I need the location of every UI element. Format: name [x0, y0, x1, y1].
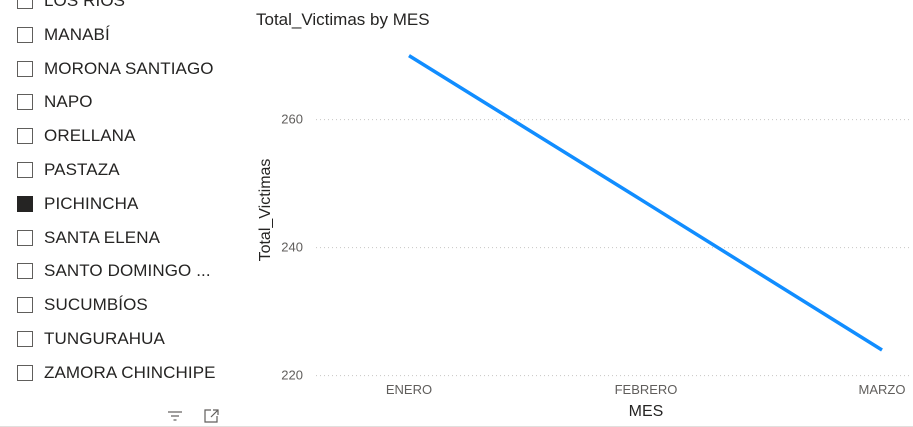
slicer-item-label: LOS RÍOS: [44, 0, 126, 10]
series-line[interactable]: [408, 54, 883, 352]
slicer-item[interactable]: ORELLANA: [17, 123, 136, 149]
slicer-checkbox[interactable]: [17, 297, 33, 314]
slicer-item[interactable]: PASTAZA: [17, 157, 120, 183]
slicer-item[interactable]: TUNGURAHUA: [17, 326, 165, 352]
x-tick-label: MARZO: [859, 382, 906, 397]
slicer-item-label: NAPO: [44, 92, 93, 112]
slicer-footer: [166, 408, 220, 424]
slicer-item-label: MANABÍ: [44, 24, 110, 44]
slicer-item[interactable]: LOS RÍOS: [17, 0, 125, 14]
slicer-item[interactable]: MORONA SANTIAGO: [17, 56, 214, 82]
slicer-checkbox[interactable]: [17, 331, 33, 347]
slicer-checkbox[interactable]: [17, 26, 33, 43]
line-chart-visual: Total_Victimas by MES 220 240 260 ENERO FEBR…: [248, 0, 913, 427]
chart-title: Total_Victimas by MES: [256, 10, 430, 29]
filter-lines-icon[interactable]: [166, 408, 184, 424]
slicer-item-label: PASTAZA: [44, 160, 120, 179]
x-axis-title: MES: [629, 403, 664, 420]
y-tick-label: 240: [281, 240, 303, 255]
slicer-item[interactable]: SANTO DOMINGO ...: [17, 258, 211, 284]
x-tick-label: FEBRERO: [615, 382, 678, 397]
slicer-checkbox[interactable]: [17, 263, 33, 280]
focus-mode-icon[interactable]: [202, 408, 220, 424]
data-point[interactable]: [880, 348, 884, 352]
slicer-checkbox[interactable]: [17, 195, 33, 212]
slicer-checkbox[interactable]: [17, 162, 33, 178]
slicer-item[interactable]: PICHINCHA: [17, 191, 138, 217]
slicer-checkbox[interactable]: [17, 0, 33, 9]
slicer-item[interactable]: SANTA ELENA: [17, 225, 160, 251]
data-point[interactable]: [407, 54, 411, 58]
slicer-item[interactable]: NAPO: [17, 89, 93, 115]
x-tick-label: ENERO: [386, 382, 432, 397]
slicer-item-label: ZAMORA CHINCHIPE: [44, 362, 216, 382]
y-axis-title: Total_Victimas: [257, 159, 274, 262]
slicer-item[interactable]: ZAMORA CHINCHIPE: [17, 360, 216, 386]
line-chart-svg: 220 240 260 ENERO FEBRERO MARZO MES Total_Victi…: [257, 54, 911, 420]
slicer-item-label: SANTA ELENA: [44, 227, 161, 247]
y-tick-label: 220: [281, 368, 303, 383]
slicer-item[interactable]: SUCUMBÍOS: [17, 292, 148, 318]
slicer-item[interactable]: MANABÍ: [17, 22, 110, 48]
slicer-item-label: SUCUMBÍOS: [44, 295, 148, 315]
slicer-item-label: PICHINCHA: [44, 193, 139, 213]
slicer-checkbox[interactable]: [17, 94, 33, 111]
slicer-checkbox[interactable]: [17, 128, 33, 145]
slicer-item-label: ORELLANA: [44, 126, 136, 146]
slicer-checkbox[interactable]: [17, 60, 33, 77]
slicer-checkbox[interactable]: [17, 364, 33, 381]
y-tick-label: 260: [281, 112, 303, 127]
slicer-checkbox[interactable]: [17, 229, 33, 246]
data-point[interactable]: [644, 201, 648, 205]
slicer-item-label: SANTO DOMINGO ...: [44, 261, 211, 281]
slicer-item-label: TUNGURAHUA: [44, 329, 165, 348]
province-slicer: LOS RÍOS MANABÍ MORONA SANTIAGO NAPO ORELLAN…: [0, 0, 240, 427]
slicer-item-label: MORONA SANTIAGO: [44, 58, 214, 78]
